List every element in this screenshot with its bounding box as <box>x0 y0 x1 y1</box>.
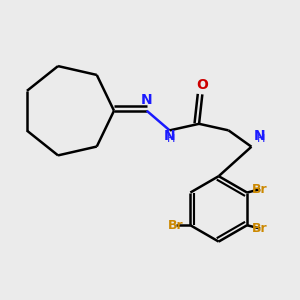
Text: N: N <box>254 130 266 143</box>
Text: N: N <box>164 129 176 143</box>
Text: O: O <box>196 78 208 92</box>
Text: N: N <box>141 93 152 107</box>
Text: H: H <box>167 134 176 143</box>
Text: H: H <box>257 134 266 143</box>
Text: Br: Br <box>252 222 268 235</box>
Text: Br: Br <box>168 219 184 232</box>
Text: Br: Br <box>252 183 268 196</box>
